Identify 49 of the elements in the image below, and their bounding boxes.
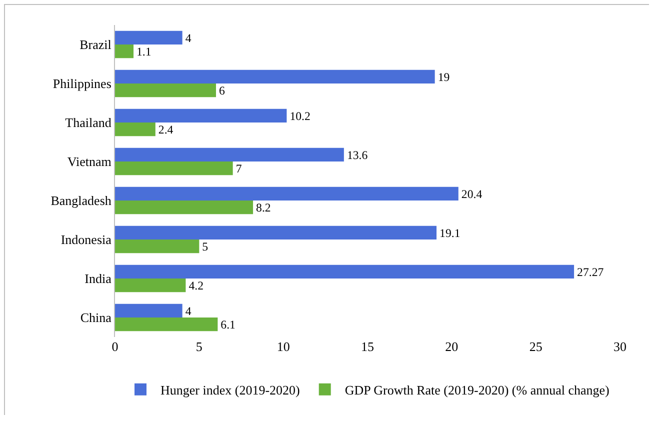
y-tick-label: Thailand <box>65 115 112 130</box>
data-label: 19 <box>438 70 450 84</box>
bar <box>115 318 218 332</box>
bar <box>115 240 200 254</box>
y-tick-label: India <box>84 271 112 286</box>
data-label: 27.27 <box>577 264 604 279</box>
y-tick-label: Indonesia <box>60 232 112 248</box>
bar <box>115 278 186 292</box>
x-tick-label: 25 <box>529 339 542 354</box>
data-label: 8.2 <box>256 200 271 214</box>
data-label: 4 <box>185 30 192 45</box>
bar <box>115 30 182 44</box>
bar <box>115 162 233 176</box>
legend-label: Hunger index (2019-2020) <box>160 382 300 398</box>
bar <box>115 108 287 122</box>
bar <box>115 44 134 58</box>
bar <box>115 70 435 84</box>
data-label: 5 <box>202 239 208 254</box>
x-tick-label: 20 <box>445 339 458 354</box>
data-label: 6.1 <box>220 317 236 332</box>
x-tick-label: 10 <box>276 339 290 354</box>
bar <box>115 304 182 318</box>
bar <box>115 186 458 200</box>
data-label: 20.4 <box>461 186 482 201</box>
bar <box>115 226 437 240</box>
y-tick-label: Vietnam <box>67 154 112 170</box>
data-label: 1.1 <box>136 44 152 58</box>
x-tick-label: 5 <box>196 339 202 354</box>
data-label: 4 <box>185 304 192 318</box>
y-tick-label: Brazil <box>80 37 112 52</box>
y-tick-label: Bangladesh <box>50 193 112 208</box>
legend-label: GDP Growth Rate (2019-2020) (% annual change) <box>344 382 610 398</box>
x-tick-label: 30 <box>614 339 626 354</box>
data-label: 4.2 <box>188 278 204 292</box>
bar <box>115 84 216 98</box>
y-tick-label: China <box>80 310 112 326</box>
y-tick-label: Philippines <box>52 76 112 92</box>
bar <box>115 122 156 136</box>
data-label: 13.6 <box>346 148 368 162</box>
data-label: 19.1 <box>440 226 460 240</box>
bar <box>115 200 254 214</box>
x-tick-label: 0 <box>112 339 118 354</box>
data-label: 7 <box>236 161 242 176</box>
bar <box>115 148 344 162</box>
data-label: 10.2 <box>290 108 310 123</box>
data-label: 6 <box>218 83 225 98</box>
bar <box>115 264 574 278</box>
data-label: 2.4 <box>158 122 174 136</box>
x-tick-label: 15 <box>361 339 374 354</box>
